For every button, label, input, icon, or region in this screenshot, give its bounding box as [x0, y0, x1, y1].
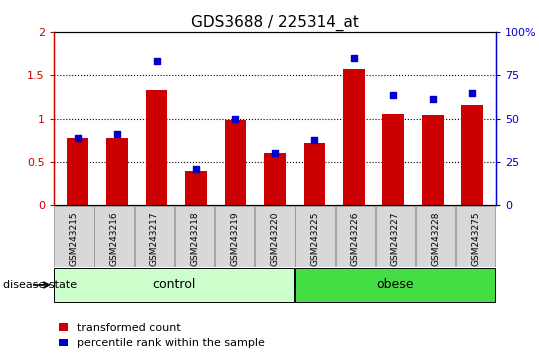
Bar — [67, 138, 88, 205]
Text: GSM243275: GSM243275 — [471, 211, 480, 266]
Legend: transformed count, percentile rank within the sample: transformed count, percentile rank withi… — [59, 323, 265, 348]
Point — [152, 58, 161, 64]
Bar — [303, 143, 325, 205]
Bar — [416, 206, 455, 267]
Point — [192, 166, 201, 172]
Bar — [295, 268, 495, 302]
Point — [73, 135, 82, 141]
Point — [349, 55, 358, 61]
Bar — [295, 206, 335, 267]
Point — [389, 92, 398, 98]
Bar — [264, 153, 286, 205]
Title: GDS3688 / 225314_at: GDS3688 / 225314_at — [191, 14, 359, 30]
Bar — [456, 206, 495, 267]
Point — [113, 131, 121, 137]
Text: control: control — [153, 279, 196, 291]
Text: GSM243227: GSM243227 — [391, 211, 400, 266]
Bar — [376, 206, 415, 267]
Bar — [54, 206, 94, 267]
Text: GSM243228: GSM243228 — [431, 211, 440, 266]
Bar — [422, 115, 444, 205]
Point — [429, 96, 437, 102]
Point — [310, 137, 319, 143]
Point — [468, 90, 476, 96]
Bar — [54, 268, 294, 302]
Bar — [106, 138, 128, 205]
Bar — [343, 69, 365, 205]
Bar — [225, 120, 246, 205]
Text: disease state: disease state — [3, 280, 77, 290]
Text: GSM243225: GSM243225 — [310, 211, 320, 266]
Point — [271, 150, 279, 156]
Text: obese: obese — [376, 279, 414, 291]
Bar — [383, 114, 404, 205]
Bar — [94, 206, 134, 267]
Text: GSM243220: GSM243220 — [271, 211, 279, 266]
Bar — [146, 90, 167, 205]
Text: GSM243218: GSM243218 — [190, 211, 199, 266]
Text: GSM243217: GSM243217 — [150, 211, 159, 266]
Text: GSM243216: GSM243216 — [109, 211, 119, 266]
Bar — [215, 206, 254, 267]
Text: GSM243226: GSM243226 — [351, 211, 360, 266]
Text: GSM243219: GSM243219 — [230, 211, 239, 266]
Bar — [461, 105, 483, 205]
Bar — [135, 206, 174, 267]
Bar — [185, 171, 207, 205]
Text: GSM243215: GSM243215 — [70, 211, 79, 266]
Bar — [175, 206, 214, 267]
Bar — [255, 206, 295, 267]
Bar — [336, 206, 375, 267]
Point — [231, 116, 240, 121]
